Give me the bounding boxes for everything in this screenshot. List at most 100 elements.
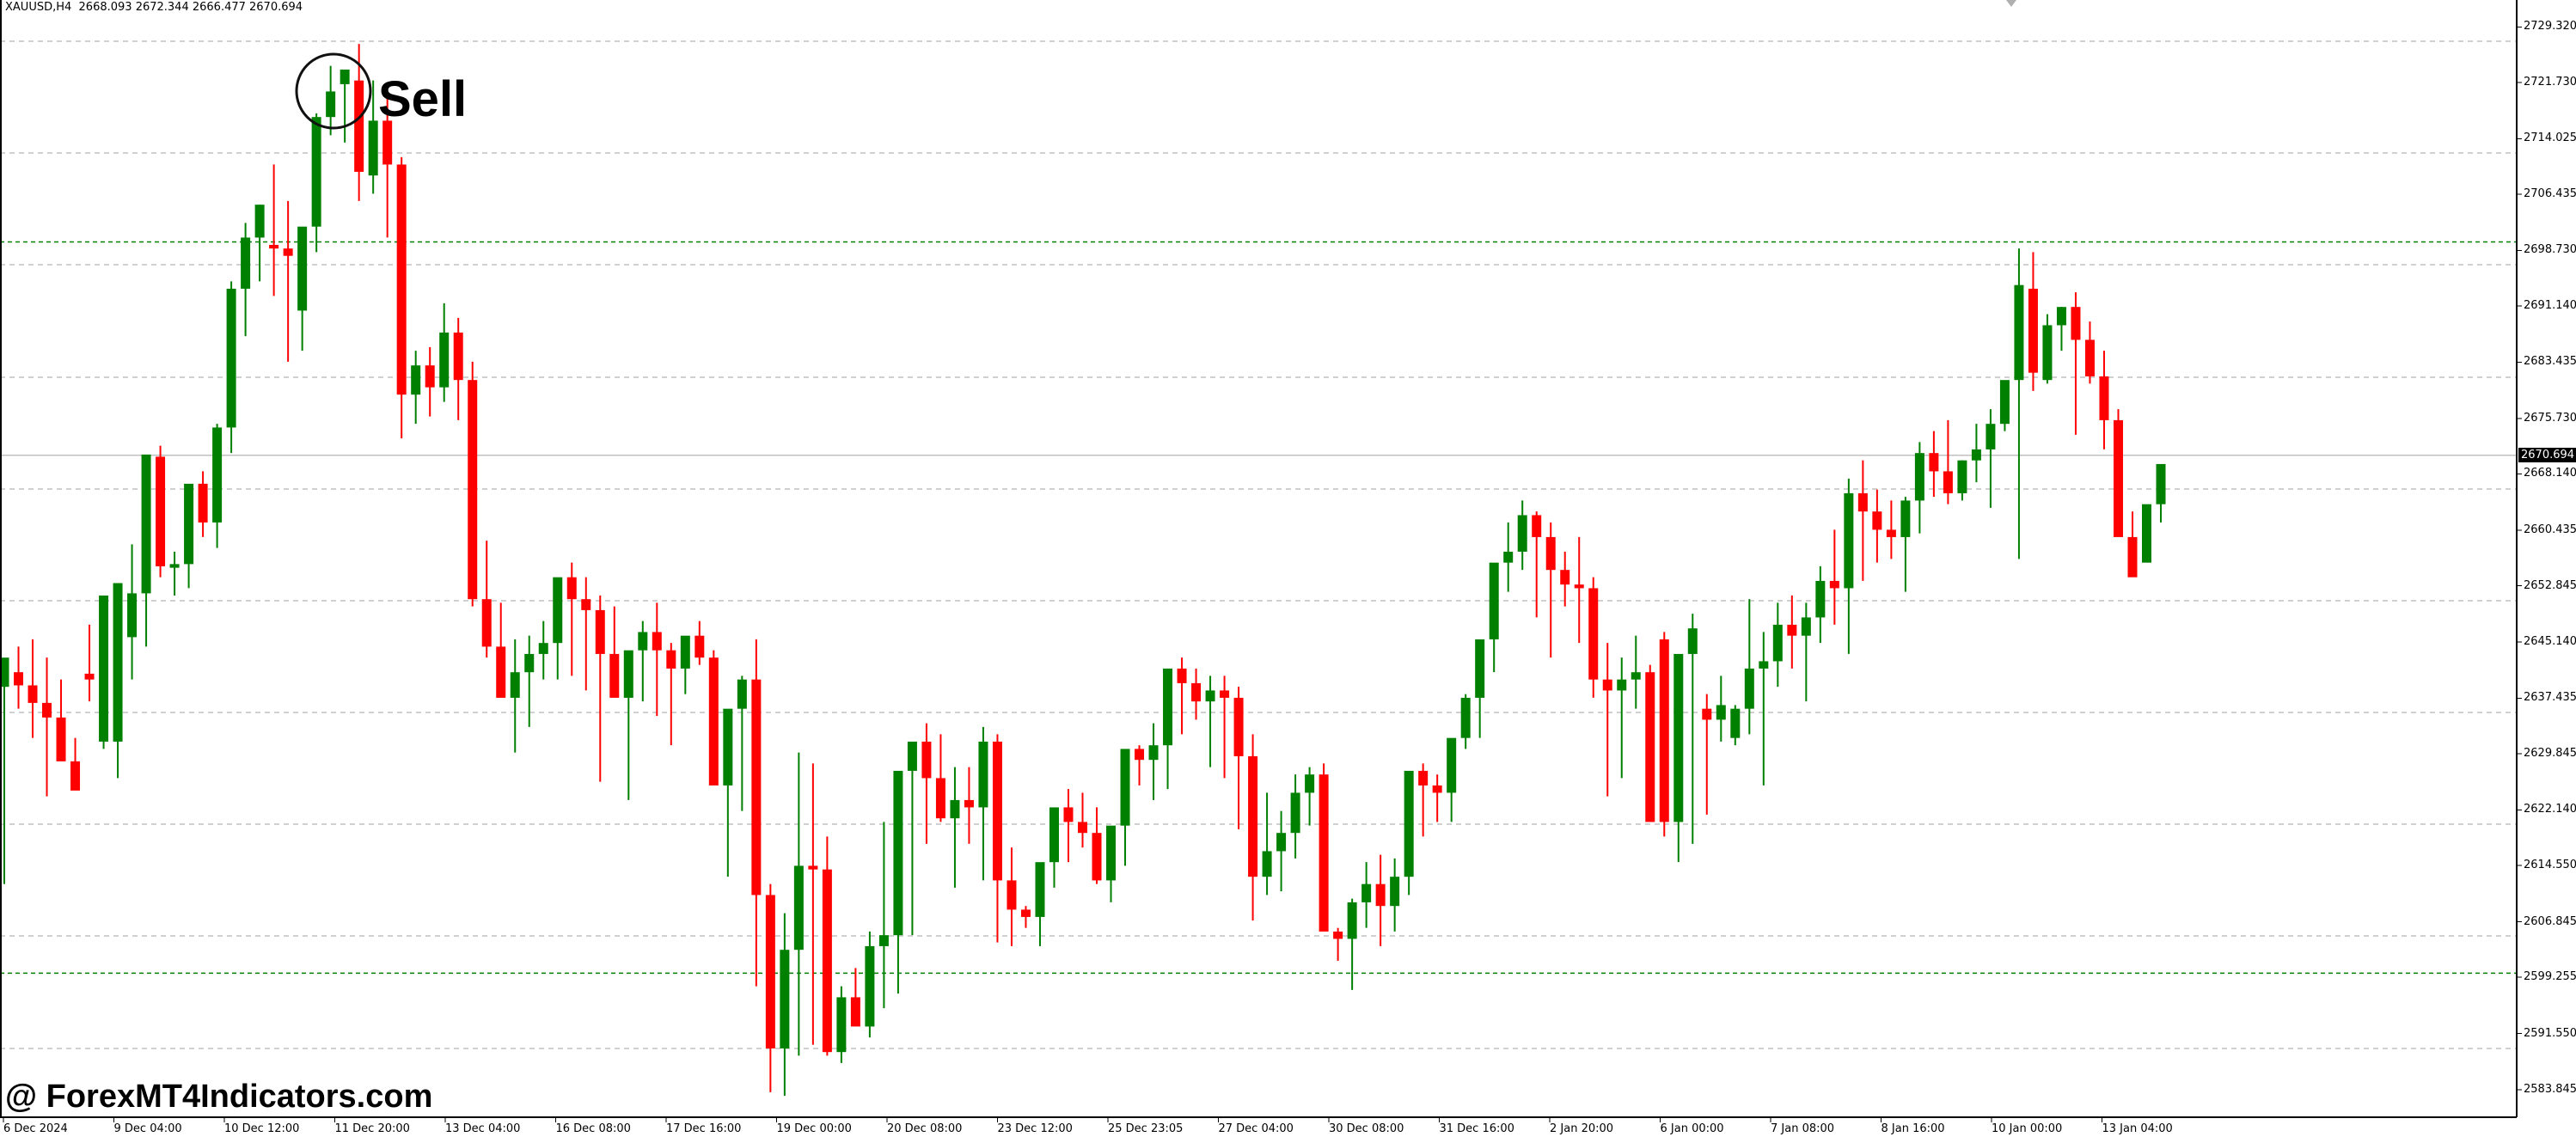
bullish-candle (1290, 774, 1300, 859)
bullish-candle (411, 351, 421, 425)
bearish-candle (1574, 536, 1584, 644)
bearish-candle (382, 95, 393, 238)
bullish-candle (878, 822, 889, 1009)
bullish-candle (1617, 657, 1627, 779)
bearish-candle (609, 606, 620, 698)
bearish-candle (14, 646, 24, 709)
watermark: @ ForexMT4Indicators.com (5, 1079, 433, 1115)
bullish-candle (1347, 898, 1357, 990)
bearish-candle (1787, 595, 1797, 669)
bearish-candle (283, 200, 293, 362)
bearish-candle (2099, 351, 2109, 449)
bullish-candle (184, 483, 194, 589)
bullish-candle (254, 205, 265, 282)
bearish-candle (1645, 664, 1655, 822)
grid-lines (0, 26, 2522, 1122)
bullish-candle (623, 650, 633, 800)
time-tick-label: 20 Dec 08:00 (887, 1122, 963, 1135)
time-tick-label: 6 Dec 2024 (3, 1122, 68, 1135)
time-tick-label: 9 Dec 04:00 (113, 1122, 182, 1135)
bullish-candle (141, 454, 151, 647)
time-tick-label: 25 Dec 23:05 (1108, 1122, 1184, 1135)
price-tick-label: 2629.845 (2524, 747, 2576, 760)
time-tick-label: 27 Dec 04:00 (1218, 1122, 1294, 1135)
price-tick-label: 2660.435 (2524, 523, 2576, 536)
bullish-candle (1447, 737, 1457, 822)
bearish-candle (1857, 460, 1868, 581)
time-tick-label: 13 Dec 04:00 (445, 1122, 521, 1135)
bullish-candle (950, 767, 960, 888)
bearish-candle (1702, 694, 1712, 815)
bullish-candle (169, 551, 180, 596)
bullish-candle (524, 635, 535, 727)
price-tick-label: 2683.435 (2524, 355, 2576, 369)
price-tick-label: 2675.730 (2524, 411, 2576, 425)
time-tick-label: 11 Dec 20:00 (334, 1122, 410, 1135)
bearish-candle (1063, 789, 1074, 863)
price-tick-label: 2691.140 (2524, 298, 2576, 312)
bullish-candle (212, 424, 223, 548)
bearish-candle (269, 164, 279, 296)
chart-title: XAUUSD,H4 2668.093 2672.344 2666.477 267… (5, 1, 303, 14)
bearish-candle (1319, 763, 1329, 932)
bullish-candle (1631, 635, 1641, 709)
bearish-candle (992, 734, 1002, 943)
bullish-candle (1900, 497, 1911, 592)
time-tick-label: 6 Jan 00:00 (1660, 1122, 1724, 1135)
bullish-candle (1730, 705, 1741, 746)
bullish-candle (1517, 500, 1527, 571)
bearish-candle (595, 595, 605, 782)
price-tick-label: 2622.140 (2524, 803, 2576, 816)
bullish-candle (1163, 668, 1173, 790)
bearish-candle (453, 317, 463, 420)
bullish-candle (297, 226, 308, 351)
bearish-candle (1248, 734, 1258, 921)
bullish-candle (865, 931, 875, 1038)
bearish-candle (42, 657, 52, 797)
price-tick-label: 2706.435 (2524, 186, 2576, 200)
bearish-candle (198, 471, 208, 537)
price-tick-label: 2652.845 (2524, 578, 2576, 592)
bearish-candle (708, 650, 719, 786)
bullish-candle (2141, 504, 2151, 563)
bearish-candle (28, 639, 38, 738)
bullish-candle (793, 752, 804, 1056)
price-tick-label: 2583.845 (2524, 1083, 2576, 1096)
candles (0, 44, 2166, 1097)
bullish-candle (1772, 602, 1783, 688)
bearish-candle (1545, 522, 1556, 658)
bullish-candle (1503, 522, 1514, 592)
bearish-candle (935, 734, 945, 822)
bullish-candle (1971, 424, 1981, 483)
bullish-candle (326, 65, 336, 136)
bearish-candle (1432, 774, 1442, 822)
time-tick-label: 10 Jan 00:00 (1992, 1122, 2063, 1135)
bullish-candle (226, 281, 236, 454)
bullish-candle (1460, 694, 1471, 749)
time-tick-label: 16 Dec 08:00 (555, 1122, 631, 1135)
price-tick-label: 2721.730 (2524, 75, 2576, 89)
bearish-candle (156, 445, 166, 578)
bearish-candle (496, 602, 506, 698)
bearish-candle (1177, 657, 1187, 735)
bullish-candle (1673, 653, 1684, 863)
bearish-candle (2084, 321, 2095, 384)
bullish-candle (723, 708, 733, 877)
price-tick-label: 2637.435 (2524, 691, 2576, 705)
bullish-candle (1305, 767, 1315, 826)
bearish-candle (694, 620, 705, 665)
bullish-candle (311, 113, 321, 253)
bearish-candle (1886, 500, 1896, 559)
bullish-candle (1986, 409, 1996, 508)
bearish-candle (1872, 489, 1882, 563)
bearish-candle (1560, 551, 1570, 607)
bearish-candle (1602, 643, 1612, 797)
bearish-candle (1532, 511, 1542, 618)
bearish-candle (850, 968, 860, 1027)
bearish-candle (1220, 675, 1230, 779)
bearish-candle (468, 361, 478, 607)
bearish-candle (751, 639, 762, 987)
bullish-candle (439, 303, 450, 402)
bearish-candle (2071, 292, 2081, 435)
